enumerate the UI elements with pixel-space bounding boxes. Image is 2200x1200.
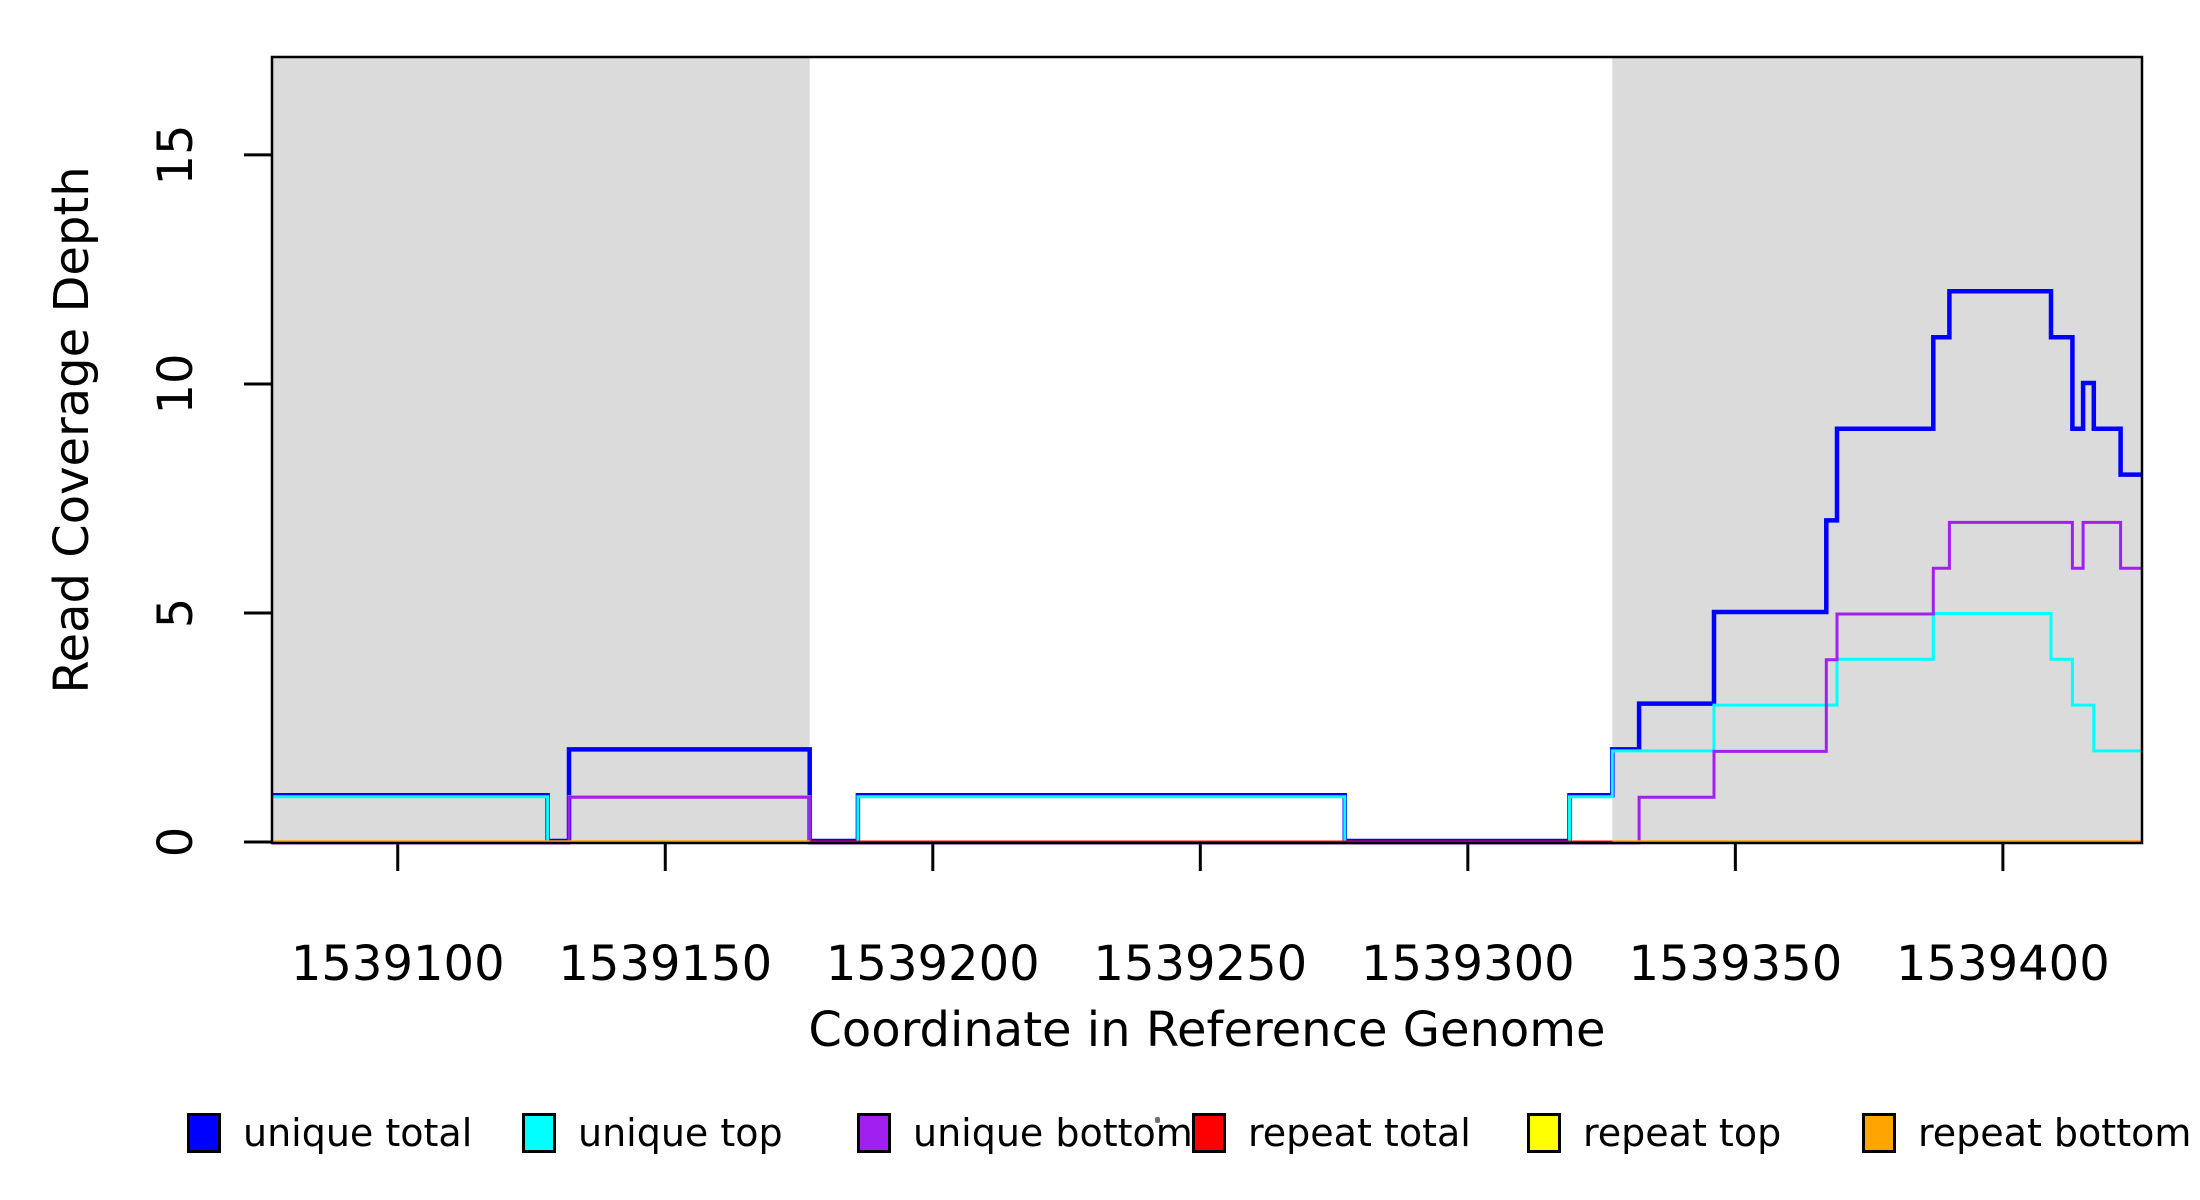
legend-swatch-unique-total [187, 1113, 221, 1153]
series-unique-bottom [272, 520, 2142, 845]
repeat-region-right [1612, 57, 2142, 843]
y-tick-label: 5 [148, 598, 204, 629]
x-tick-label: 1539400 [1896, 936, 2110, 992]
legend-swatch-repeat-bottom [1862, 1113, 1896, 1153]
legend-swatch-repeat-total [1192, 1113, 1226, 1153]
x-tick-label: 1539100 [291, 936, 505, 992]
stray-dot-artifact [1155, 1117, 1160, 1123]
y-tick-label: 10 [148, 353, 204, 414]
x-tick-label: 1539300 [1361, 936, 1575, 992]
repeat-region-left [272, 57, 810, 843]
legend-swatch-unique-top [522, 1113, 556, 1153]
legend-label: repeat top [1583, 1111, 1782, 1155]
legend-label: unique bottom [913, 1111, 1193, 1155]
y-tick-label: 15 [148, 124, 204, 185]
x-tick-label: 1539350 [1628, 936, 1842, 992]
legend-label: unique top [578, 1111, 783, 1155]
x-tick-label: 1539150 [558, 936, 772, 992]
legend-label: repeat bottom [1918, 1111, 2192, 1155]
x-tick-label: 1539200 [826, 936, 1040, 992]
y-axis-title: Read Coverage Depth [44, 166, 100, 694]
y-tick-label: 0 [148, 827, 204, 858]
legend-swatch-repeat-top [1527, 1113, 1561, 1153]
legend-label: unique total [243, 1111, 473, 1155]
x-axis-title: Coordinate in Reference Genome [808, 1002, 1606, 1058]
plot-box [270, 55, 2144, 845]
legend-swatch-unique-bottom [857, 1113, 891, 1153]
x-tick-label: 1539250 [1093, 936, 1307, 992]
legend-label: repeat total [1248, 1111, 1471, 1155]
